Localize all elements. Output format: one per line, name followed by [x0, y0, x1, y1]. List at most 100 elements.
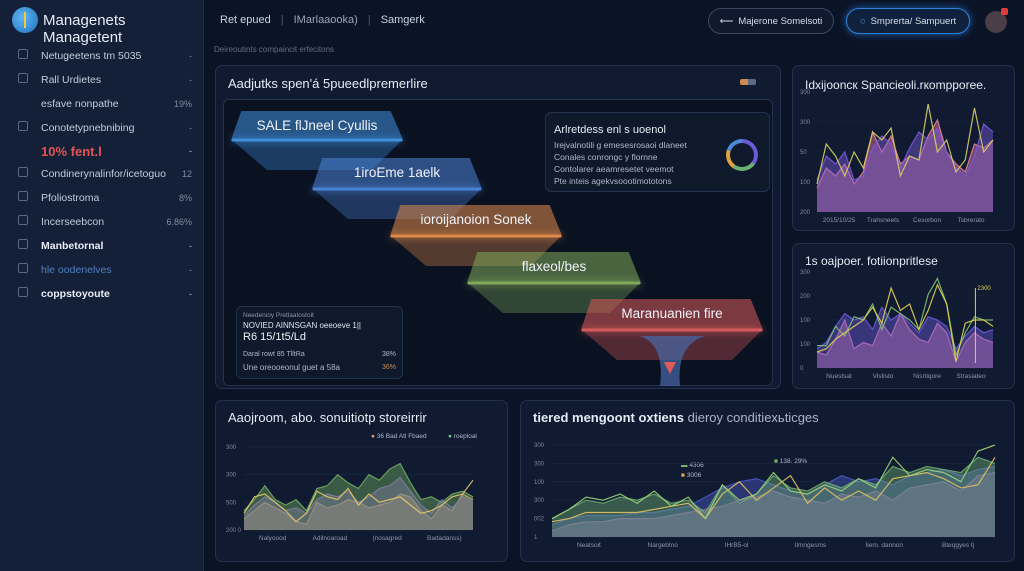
user-icon [18, 263, 28, 273]
sidebar-nav: Netugeetens tm 5035 - Rall Urdietes - esfave… [0, 44, 204, 306]
sidebar-item-count: 12 [181, 169, 192, 179]
sidebar-item-label: esfave nonpathe [41, 98, 119, 110]
sidebar-item[interactable]: Netugeetens tm 5035 - [0, 44, 204, 68]
sidebar-item-count: - [189, 241, 192, 251]
stats-row-label: Daral rowt 85 TlltRa [243, 351, 305, 358]
sidebar-item[interactable]: coppstoyoute - [0, 282, 204, 306]
page-subtitle: Deireoutints compaincit erfecitons [214, 45, 335, 54]
donut-chart [726, 139, 758, 171]
sidebar-item[interactable]: Pfoliostroma 8% [0, 186, 204, 210]
chart-title: Idxijooncк Spancieoli.rкompporee. [805, 78, 987, 92]
funnel-stage-label: 1iroEme 1aelk [353, 165, 441, 180]
sidebar-item[interactable]: Manbetornal - [0, 234, 204, 258]
chart-panel-bottom-left: Aaojroom, abo. sonuitiotp storeirrir ● 3… [215, 400, 508, 562]
funnel-stage-label: Maranuanien fire [621, 306, 723, 321]
sidebar-item-label: 10% fent.l [41, 143, 102, 159]
sidebar-item-label: Netugeetens tm 5035 [41, 50, 142, 62]
logo-icon [12, 7, 38, 33]
breadcrumb: Ret epued | IMarlaaooka) | Samgerk [220, 14, 425, 26]
stats-row-value: 38% [381, 351, 396, 358]
circle-icon: ○ [859, 15, 866, 27]
info-line: Conales conrongc y flornne [554, 152, 658, 162]
separator: | [280, 14, 284, 26]
info-title: Arlretdess enl s uoenol [554, 124, 666, 136]
legend-item: ■ 3006 [681, 472, 702, 479]
arrow-down-icon [664, 362, 676, 374]
sidebar-item-label: Pfoliostroma [41, 192, 100, 204]
stats-row-label: Une oreooeonul guet a 58a [243, 363, 340, 372]
separator: | [367, 14, 371, 26]
sidebar-item-label: coppstoyoute [41, 288, 110, 300]
funnel-stage-label: ioroijanoion Sonek [420, 212, 532, 227]
sidebar-item-label: Rall Urdietes [41, 74, 102, 86]
funnel-stage-label: flaxeol/bes [521, 259, 587, 274]
sidebar-item[interactable]: Rall Urdietes - [0, 68, 204, 92]
chart-title: Aaojroom, abo. sonuitiotp storeirrir [228, 410, 427, 425]
sidebar-item-count: 8% [178, 193, 192, 203]
chart-title: tiered mengoont oxtiens dieroy conditiex… [533, 410, 819, 425]
legend-item: ● roeploal [448, 433, 477, 440]
bar-chart-icon [18, 121, 28, 131]
sidebar-item[interactable]: Incerseebcon 6.86% [0, 210, 204, 234]
circle-icon [18, 73, 28, 83]
sidebar-item-count: - [189, 75, 192, 85]
avatar[interactable] [985, 11, 1007, 33]
chart-panel-top-right: Idxijooncк Spancieoli.rкompporee. [792, 65, 1015, 231]
stats-card: Needenioy Pretlaatostoit NOVIED AINNSGAN… [236, 306, 403, 379]
stats-row-value: 36% [381, 364, 396, 371]
chart-title: 1s oajpoer. fotiionpritlese [805, 254, 938, 268]
sidebar-item-label: Conotetypnebnibing [41, 122, 135, 134]
qr-icon [18, 287, 28, 297]
app-title: Managenets Managetent [43, 12, 126, 46]
funnel-stage[interactable] [580, 299, 764, 360]
breadcrumb-item[interactable]: Ret epued [220, 14, 271, 26]
sidebar-item[interactable]: 10% fent.l - [0, 140, 204, 162]
chart-panel-bottom-right: tiered mengoont oxtiens dieroy conditiex… [520, 400, 1015, 562]
sidebar-item-count: 6.86% [166, 217, 192, 227]
sidebar-item-count: - [189, 146, 192, 156]
funnel-stage[interactable] [230, 111, 404, 170]
info-line: Contolarer aeamresetet veemot [554, 164, 674, 174]
gear-icon [18, 239, 28, 249]
legend-item: ● 36 Bad Atl Fbaed [371, 433, 427, 440]
sidebar-item-label: Incerseebcon [41, 216, 105, 228]
stats-headline: NOVIED AINNSGAN oeeoeve 1|| [243, 321, 361, 330]
info-line: Irejvalnotili g emesesrosaoi dlaneet [554, 140, 687, 150]
breadcrumb-item[interactable]: IMarlaaooka) [293, 14, 358, 26]
sidebar: Managenets Managetent Netugeetens tm 503… [0, 0, 204, 571]
sidebar-item-count: - [189, 265, 192, 275]
legend-item: ■ 138. 29% [774, 458, 808, 465]
sidebar-item[interactable]: Conotetypnebnibing - [0, 116, 204, 140]
button-label: Smprerta/ Sampuert [870, 15, 957, 27]
panel-menu-icon[interactable] [740, 79, 756, 85]
sidebar-item-count: - [189, 51, 192, 61]
breadcrumb-item[interactable]: Samgerk [380, 14, 425, 26]
notification-badge [1001, 8, 1008, 15]
sidebar-item[interactable]: hle oodenelves - [0, 258, 204, 282]
primary-button[interactable]: ○ Smprerta/ Sampuert [846, 8, 970, 34]
secondary-button[interactable]: ⟵ Majerone Somelsoti [708, 8, 834, 34]
stats-value: R6 15/1t5/Ld [243, 331, 306, 343]
grid-icon [18, 49, 28, 59]
funnel-stage[interactable] [466, 252, 642, 313]
arrow-left-icon: ⟵ [719, 15, 734, 27]
sidebar-item[interactable]: esfave nonpathe 19% [0, 92, 204, 116]
sidebar-item-count: 19% [173, 99, 192, 109]
funnel-title: Aadjutks spen'á 5pueedlpremerlire [228, 76, 428, 91]
info-card: Arlretdess enl s uoenol Irejvalnotili g … [545, 112, 770, 192]
funnel-stage-label: SALE flJneel Cyullis [256, 118, 378, 133]
document-icon [18, 215, 28, 225]
button-label: Majerone Somelsoti [738, 15, 823, 27]
sidebar-item[interactable]: Condinerynalinfor/icetoguo 12 [0, 162, 204, 186]
chart-panel-mid-right: 1s oajpoer. fotiionpritlese [792, 243, 1015, 389]
warning-icon [18, 167, 28, 177]
sidebar-item-label: Manbetornal [41, 240, 104, 252]
chart-icon [18, 191, 28, 201]
info-line: Pte inteis agekvsoootimototons [554, 176, 672, 186]
sidebar-item-label: Condinerynalinfor/icetoguo [41, 168, 166, 180]
sidebar-item-label: hle oodenelves [41, 264, 112, 276]
sidebar-item-count: - [189, 123, 192, 133]
sidebar-item-count: - [189, 289, 192, 299]
funnel-spout [640, 336, 705, 386]
